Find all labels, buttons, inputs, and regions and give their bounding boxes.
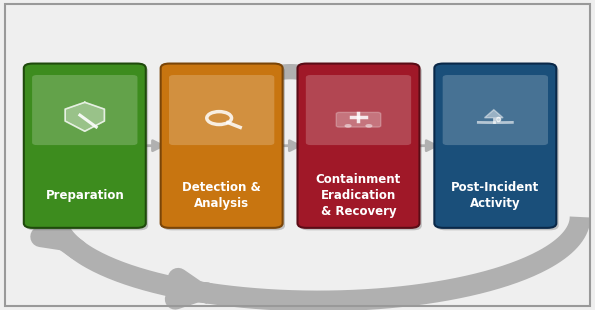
FancyBboxPatch shape bbox=[163, 66, 285, 230]
FancyBboxPatch shape bbox=[32, 75, 137, 145]
Text: Post-Incident
Activity: Post-Incident Activity bbox=[451, 181, 540, 210]
FancyBboxPatch shape bbox=[336, 113, 381, 127]
FancyBboxPatch shape bbox=[26, 66, 148, 230]
Circle shape bbox=[365, 124, 372, 128]
Text: Preparation: Preparation bbox=[45, 189, 124, 202]
Text: Containment
Eradication
& Recovery: Containment Eradication & Recovery bbox=[316, 173, 401, 218]
FancyBboxPatch shape bbox=[437, 66, 559, 230]
FancyBboxPatch shape bbox=[434, 64, 556, 228]
FancyBboxPatch shape bbox=[306, 75, 411, 145]
FancyBboxPatch shape bbox=[161, 64, 283, 228]
FancyBboxPatch shape bbox=[169, 75, 274, 145]
Circle shape bbox=[345, 124, 352, 128]
Polygon shape bbox=[484, 110, 503, 118]
FancyBboxPatch shape bbox=[300, 66, 422, 230]
Polygon shape bbox=[65, 102, 105, 131]
FancyBboxPatch shape bbox=[298, 64, 419, 228]
Text: Detection &
Analysis: Detection & Analysis bbox=[182, 181, 261, 210]
FancyBboxPatch shape bbox=[24, 64, 146, 228]
FancyBboxPatch shape bbox=[443, 75, 548, 145]
